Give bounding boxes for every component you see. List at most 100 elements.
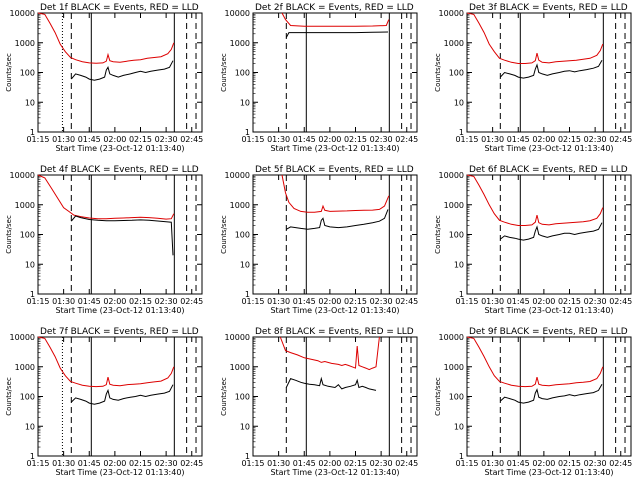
x-tick-label: 02:15 [129,459,152,468]
y-tick-label: 1 [30,128,35,137]
plot-frame [252,174,418,295]
x-tick-label: 01:15 [455,459,478,468]
plot-frame [252,336,418,457]
y-tick-label: 100 [235,393,250,402]
x-tick-label: 01:45 [507,459,530,468]
x-tick-label: 02:15 [344,297,367,306]
series-events-line [70,215,174,256]
panel-det-1: Det 1f BLACK = Events, RED = LLD 1 10 100 10… [5,3,203,153]
x-tick-label: 01:15 [241,459,264,468]
x-tick-label: 02:30 [370,459,393,468]
y-tick-label: 10 [454,422,464,431]
y-tick-label: 10000 [10,171,35,180]
plot-frame [37,12,203,133]
x-tick-label: 02:30 [155,135,178,144]
y-tick-label: 1 [459,290,464,299]
x-tick-label: 02:00 [318,459,341,468]
x-tick-label: 02:00 [103,297,126,306]
y-tick-label: 1 [459,452,464,461]
y-tick-label: 1 [459,128,464,137]
plot-frame [466,12,632,133]
x-tick-label: 02:30 [584,297,607,306]
series-lld-line [37,12,175,64]
x-tick-label: 02:30 [370,135,393,144]
panel-det-8: Det 8f BLACK = Events, RED = LLD 1 10 100 10… [220,327,418,477]
x-axis-label: Start Time (23-Oct-12 01:13:40) [55,144,184,153]
x-axis-label: Start Time (23-Oct-12 01:13:40) [270,144,399,153]
y-axis-label: Counts/sec [5,53,13,92]
y-tick-label: 10 [454,98,464,107]
x-tick-label: 02:15 [558,297,581,306]
x-tick-label: 01:45 [507,135,530,144]
x-tick-label: 02:30 [584,459,607,468]
x-tick-label: 01:15 [26,297,49,306]
y-tick-label: 1 [30,290,35,299]
y-tick-label: 10000 [225,171,250,180]
y-tick-label: 1 [245,290,250,299]
y-axis-label: Counts/sec [434,53,442,92]
series-lld-line [466,12,604,64]
x-tick-label: 02:15 [344,135,367,144]
x-tick-label: 02:45 [395,459,418,468]
y-axis-label: Counts/sec [434,215,442,254]
y-tick-label: 100 [449,69,464,78]
panel-title: Det 8f BLACK = Events, RED = LLD [255,327,414,337]
x-tick-label: 01:45 [293,459,316,468]
x-tick-label: 01:30 [267,297,290,306]
x-tick-label: 01:30 [481,297,504,306]
x-tick-label: 02:45 [609,459,632,468]
x-axis-label: Start Time (23-Oct-12 01:13:40) [484,306,613,315]
x-axis-label: Start Time (23-Oct-12 01:13:40) [484,144,613,153]
x-axis-label: Start Time (23-Oct-12 01:13:40) [270,306,399,315]
series-events-line [499,383,603,404]
x-tick-label: 02:00 [318,135,341,144]
x-axis-label: Start Time (23-Oct-12 01:13:40) [55,306,184,315]
panel-det-5: Det 5f BLACK = Events, RED = LLD 1 10 100 10… [220,165,418,315]
y-tick-label: 10000 [439,333,464,342]
y-tick-label: 100 [20,231,35,240]
x-tick-label: 02:45 [395,297,418,306]
x-tick-label: 01:30 [52,459,75,468]
y-tick-label: 1000 [15,363,35,372]
y-tick-label: 1000 [230,39,250,48]
plot-frame [37,174,203,295]
y-tick-label: 100 [20,393,35,402]
x-tick-label: 02:45 [180,297,203,306]
x-tick-label: 01:45 [293,297,316,306]
x-tick-label: 02:15 [129,135,152,144]
x-axis-label: Start Time (23-Oct-12 01:13:40) [484,468,613,477]
plot-frame [466,174,632,295]
x-tick-label: 01:45 [78,135,101,144]
y-tick-label: 100 [235,69,250,78]
y-tick-label: 10000 [439,171,464,180]
x-tick-label: 02:00 [532,459,555,468]
x-tick-label: 02:00 [103,135,126,144]
x-tick-label: 01:30 [267,135,290,144]
panel-det-2: Det 2f BLACK = Events, RED = LLD 1 10 100 10… [220,3,418,153]
y-tick-label: 1000 [444,39,464,48]
y-tick-label: 10000 [439,9,464,18]
panel-title: Det 9f BLACK = Events, RED = LLD [469,327,628,337]
series-events-line [285,376,377,391]
series-events-line [286,209,389,230]
panel-det-6: Det 6f BLACK = Events, RED = LLD 1 10 100 10… [434,165,632,315]
x-axis-label: Start Time (23-Oct-12 01:13:40) [55,468,184,477]
y-tick-label: 10 [25,98,35,107]
x-tick-label: 01:30 [481,135,504,144]
series-lld-line [37,336,175,388]
panel-det-7: Det 7f BLACK = Events, RED = LLD 1 10 100 10… [5,327,203,477]
series-lld-line [281,174,390,213]
x-tick-label: 01:15 [241,135,264,144]
x-tick-label: 01:45 [507,297,530,306]
x-tick-label: 01:45 [78,459,101,468]
y-tick-label: 100 [449,393,464,402]
x-tick-label: 02:00 [318,297,341,306]
y-tick-label: 10000 [225,9,250,18]
x-tick-label: 02:30 [155,297,178,306]
x-axis-label: Start Time (23-Oct-12 01:13:40) [270,468,399,477]
y-tick-label: 10 [240,98,250,107]
x-tick-label: 01:15 [26,135,49,144]
y-axis-label: Counts/sec [5,377,13,416]
series-lld-line [279,336,380,371]
